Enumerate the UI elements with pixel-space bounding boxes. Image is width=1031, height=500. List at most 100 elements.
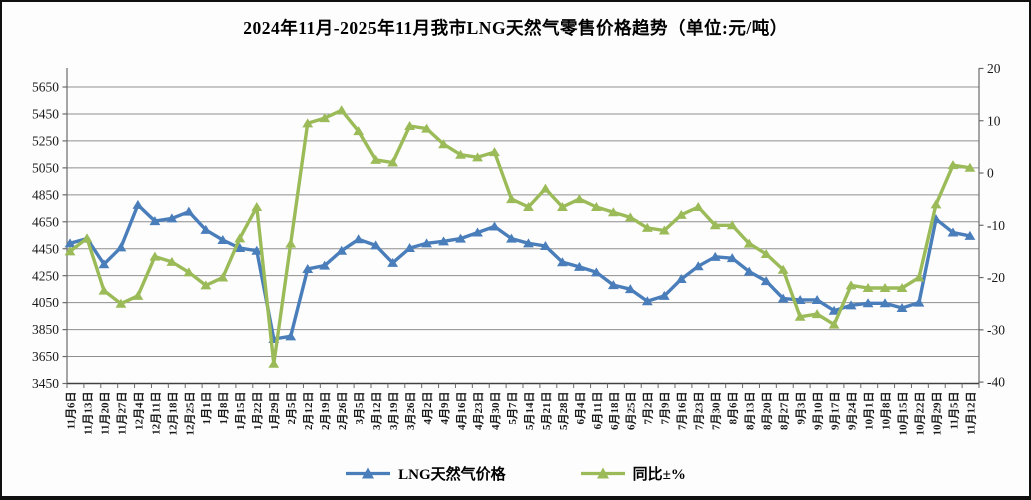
price-point-marker xyxy=(658,290,670,300)
yoy-point-marker xyxy=(438,139,449,149)
x-axis-label: 11月13日 xyxy=(81,392,94,435)
yoy-point-marker xyxy=(149,251,161,261)
price-point-marker xyxy=(896,303,908,313)
left-axis-label: 3650 xyxy=(32,349,59,364)
yoy-point-marker xyxy=(489,147,500,157)
price-point-marker xyxy=(641,296,653,306)
price-point-marker xyxy=(947,227,959,237)
x-axis-label: 12月11日 xyxy=(149,392,162,435)
x-axis-label: 7月9日 xyxy=(659,392,672,425)
price-point-marker xyxy=(879,298,891,308)
x-axis-label: 11月12日 xyxy=(964,392,977,435)
price-point-marker xyxy=(794,294,806,304)
x-axis-label: 6月18日 xyxy=(608,392,621,431)
x-axis-label: 2月5日 xyxy=(285,392,298,425)
yoy-point-marker xyxy=(760,249,772,259)
x-axis-label: 9月10日 xyxy=(812,392,825,431)
price-point-marker xyxy=(624,284,636,294)
yoy-point-marker xyxy=(930,199,942,209)
yoy-point-marker xyxy=(845,280,857,290)
yoy-point-marker xyxy=(777,264,789,274)
yoy-point-marker xyxy=(557,201,568,211)
x-axis-label: 1月8日 xyxy=(217,392,230,425)
x-axis-label: 3月5日 xyxy=(353,392,366,425)
x-axis-label: 11月27日 xyxy=(115,392,128,435)
left-axis-label: 3450 xyxy=(32,376,59,391)
price-point-marker xyxy=(64,238,76,248)
price-point-marker xyxy=(760,276,772,286)
price-point-marker xyxy=(913,297,925,307)
left-axis-label: 4650 xyxy=(32,214,59,229)
yoy-point-marker xyxy=(217,272,229,282)
x-axis-label: 1月15日 xyxy=(234,392,247,431)
x-axis-label: 2月12日 xyxy=(302,392,315,431)
price-point-marker xyxy=(811,294,823,304)
yoy-point-marker xyxy=(862,283,874,293)
yoy-point-marker xyxy=(302,118,314,128)
yoy-point-marker xyxy=(709,220,721,230)
yoy-point-marker xyxy=(574,194,585,204)
x-axis-label: 7月2日 xyxy=(642,392,655,425)
price-point-marker xyxy=(98,259,110,269)
right-axis-label: 10 xyxy=(987,113,1001,128)
legend-item-yoy: 同比±% xyxy=(580,463,686,484)
price-point-marker xyxy=(845,300,857,310)
yoy-point-marker xyxy=(234,233,246,243)
x-axis-label: 9月3日 xyxy=(795,392,808,425)
yoy-point-marker xyxy=(200,280,212,290)
x-axis-label: 11月20日 xyxy=(98,392,111,435)
yoy-point-marker xyxy=(811,309,823,319)
x-axis-label: 1月1日 xyxy=(200,392,213,425)
x-axis-label: 12月18日 xyxy=(166,392,179,436)
left-axis-label: 4450 xyxy=(32,241,59,256)
right-axis-label: -30 xyxy=(987,322,1005,337)
yoy-point-marker xyxy=(81,233,93,243)
price-point-marker xyxy=(828,305,840,315)
price-point-marker xyxy=(319,260,331,270)
yoy-point-marker xyxy=(947,160,959,170)
price-point-marker xyxy=(709,251,721,261)
yoy-point-marker xyxy=(421,123,432,133)
price-point-marker xyxy=(472,227,483,237)
yoy-point-marker xyxy=(624,212,636,222)
chart-legend: LNG天然气价格 同比±% xyxy=(2,463,1029,484)
price-point-marker xyxy=(506,233,517,243)
yoy-series-legend-marker xyxy=(580,467,625,479)
price-point-marker xyxy=(489,221,500,231)
price-point-marker xyxy=(302,263,314,273)
left-axis-label: 5250 xyxy=(32,134,59,149)
price-point-marker xyxy=(336,245,348,255)
left-axis-label: 4850 xyxy=(32,187,59,202)
yoy-point-marker xyxy=(641,222,653,232)
left-axis-label: 5050 xyxy=(32,160,59,175)
price-point-marker xyxy=(234,243,246,253)
yoy-point-marker xyxy=(828,319,840,329)
x-axis-label: 4月30日 xyxy=(489,392,502,431)
price-point-marker xyxy=(115,242,127,252)
x-axis-label: 10月22日 xyxy=(913,392,926,436)
yoy-point-marker xyxy=(455,149,466,159)
price-point-marker xyxy=(574,261,585,271)
price-point-marker xyxy=(132,199,144,209)
yoy-point-marker xyxy=(166,256,178,266)
price-point-marker xyxy=(438,236,449,246)
yoy-point-marker xyxy=(590,201,602,211)
x-axis-label: 10月8日 xyxy=(879,392,892,431)
yoy-point-marker xyxy=(404,120,415,130)
price-point-marker xyxy=(692,261,704,271)
x-axis-label: 5月21日 xyxy=(540,392,553,431)
yoy-point-marker xyxy=(319,113,331,123)
x-axis-label: 2月19日 xyxy=(319,392,332,431)
x-axis-label: 7月16日 xyxy=(676,392,689,431)
yoy-point-marker xyxy=(387,157,399,167)
yoy-point-marker xyxy=(268,358,280,368)
yoy-point-marker xyxy=(353,126,365,136)
yoy-point-marker xyxy=(540,183,551,193)
legend-label-price: LNG天然气价格 xyxy=(398,467,506,483)
price-point-marker xyxy=(285,331,297,341)
price-point-marker xyxy=(964,230,976,240)
price-series-legend-marker xyxy=(346,467,391,479)
price-point-marker xyxy=(523,238,534,248)
x-axis-label: 7月23日 xyxy=(693,392,706,431)
